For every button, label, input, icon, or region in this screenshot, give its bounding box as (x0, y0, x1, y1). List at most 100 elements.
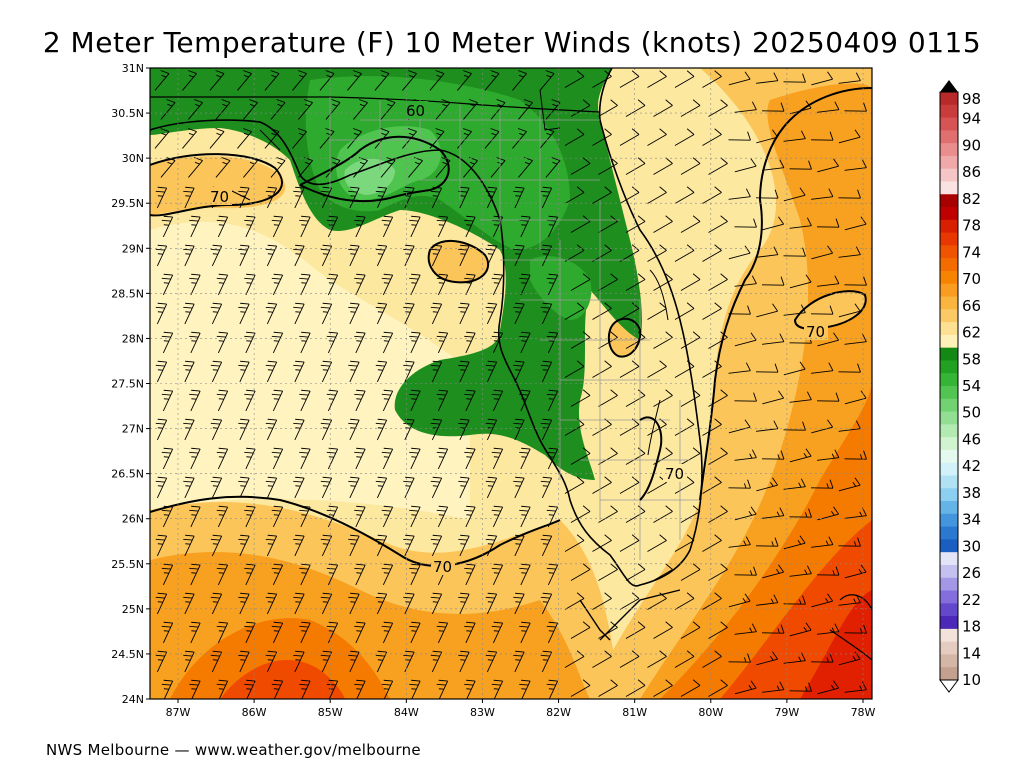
legend-label: 62 (962, 324, 981, 342)
wind-barb (570, 563, 591, 581)
wind-barb (244, 215, 256, 238)
wind-barb (293, 360, 305, 383)
wind-barb (293, 418, 305, 441)
legend-swatch (940, 475, 958, 489)
wind-barb (293, 186, 305, 209)
wind-barb (570, 621, 591, 639)
wind-barb (702, 186, 722, 204)
wind-barb (598, 447, 618, 465)
lat-tick-label: 29.5N (111, 197, 144, 210)
wind-barb (348, 650, 360, 673)
wind-barb (271, 273, 284, 296)
wind-barb (783, 130, 806, 142)
wind-barb (761, 102, 785, 112)
legend-label: 46 (962, 430, 981, 448)
wind-barb (680, 99, 701, 117)
wind-barb (570, 273, 591, 291)
wind-barb (564, 302, 585, 320)
wind-barb (625, 621, 646, 639)
map-title: 2 Meter Temperature (F) 10 Meter Winds (… (42, 26, 982, 59)
wind-barb (458, 476, 470, 499)
wind-barb (265, 186, 278, 209)
wind-barb (817, 101, 840, 113)
wind-barb (155, 186, 168, 209)
wind-barb (810, 131, 834, 141)
wind-barb (403, 244, 415, 267)
wind-barb (298, 99, 313, 120)
wind-barb (375, 302, 388, 325)
wind-barb (619, 650, 640, 668)
wind-barb (271, 563, 284, 586)
wind-barb (189, 563, 201, 586)
wind-barb (183, 418, 195, 441)
lon-tick-label: 86W (242, 706, 267, 719)
wind-barb (293, 534, 305, 557)
wind-barb (354, 505, 366, 528)
wind-barb (348, 360, 360, 383)
lat-tick-label: 31N (122, 62, 144, 75)
wind-barb (188, 99, 203, 120)
wind-barb (647, 128, 667, 146)
legend-swatch (940, 616, 958, 630)
wind-barb (381, 215, 394, 238)
wind-barb (244, 389, 256, 412)
wind-barb (216, 331, 229, 354)
wind-barb (485, 476, 498, 499)
wind-barb (381, 389, 394, 412)
lon-tick-label: 85W (318, 706, 343, 719)
wind-barb (756, 246, 779, 258)
wind-barb (348, 244, 360, 267)
wind-barb (838, 189, 861, 199)
wind-barb (783, 361, 806, 376)
lon-tick-label: 83W (470, 706, 495, 719)
wind-barb (592, 302, 612, 320)
wind-barb (354, 447, 366, 470)
wind-barb (244, 331, 256, 354)
lat-tick-label: 28.5N (111, 287, 144, 300)
wind-barb (183, 476, 195, 499)
legend-label: 86 (962, 163, 981, 181)
wind-barb (653, 99, 673, 117)
wind-barb (293, 592, 305, 615)
wind-barb (183, 360, 195, 383)
wind-barb (409, 621, 421, 644)
wind-barb (436, 215, 449, 238)
wind-barb (625, 273, 646, 291)
wind-barb (674, 592, 695, 610)
wind-barb (491, 563, 504, 586)
wind-barb (485, 592, 498, 615)
wind-barb (728, 419, 751, 434)
wind-barb (734, 449, 757, 461)
wind-barb (570, 157, 591, 175)
wind-barb (653, 273, 673, 291)
wind-barb (734, 218, 757, 228)
wind-barb (436, 621, 449, 644)
wind-barb (271, 389, 284, 412)
wind-barb (430, 592, 443, 615)
lat-tick-label: 29N (122, 242, 144, 255)
wind-barb (271, 505, 284, 528)
wind-barb (838, 651, 861, 666)
wind-barb (348, 418, 360, 441)
wind-barb (674, 70, 695, 88)
wind-barb (674, 418, 695, 436)
legend-label: 66 (962, 297, 981, 315)
wind-barb (728, 362, 751, 374)
wind-barb (436, 447, 449, 470)
wind-barb (210, 534, 223, 557)
wind-barb (292, 70, 307, 91)
wind-barb (811, 71, 833, 86)
wind-barb (728, 305, 751, 315)
wind-barb (320, 476, 333, 499)
wind-barb (540, 360, 553, 383)
wind-barb (513, 244, 525, 267)
wind-barb (238, 244, 250, 267)
wind-barb (844, 276, 867, 286)
wind-barb (189, 679, 201, 699)
wind-barb (708, 99, 728, 117)
wind-barb (210, 302, 223, 325)
wind-barb (756, 420, 779, 432)
legend-swatch (940, 104, 958, 119)
wind-barb (354, 215, 366, 238)
legend-label: 18 (962, 618, 981, 636)
